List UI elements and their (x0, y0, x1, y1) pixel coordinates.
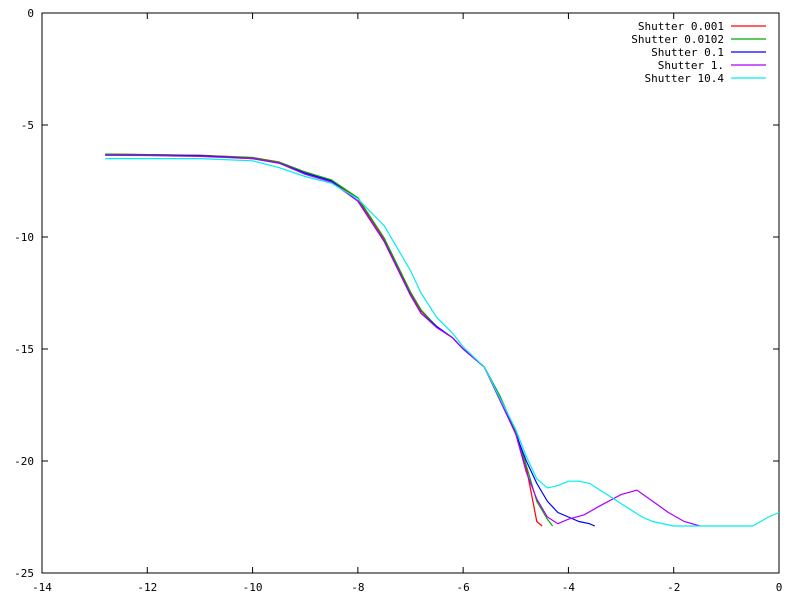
y-tick-label: -15 (14, 343, 34, 356)
legend-label: Shutter 0.0102 (631, 33, 724, 46)
y-tick-label: -10 (14, 231, 34, 244)
x-tick-label: -8 (351, 581, 364, 594)
legend-label: Shutter 10.4 (645, 72, 725, 85)
x-tick-label: -14 (32, 581, 52, 594)
x-tick-label: -4 (562, 581, 576, 594)
y-tick-label: -25 (14, 567, 34, 580)
series-line-1 (105, 153, 543, 527)
series-line-3 (105, 154, 596, 527)
plot-frame (41, 12, 780, 574)
y-tick-label: -20 (14, 455, 34, 468)
legend-label: Shutter 0.1 (651, 46, 724, 59)
x-tick-label: -10 (243, 581, 263, 594)
axis-ticks (41, 12, 780, 574)
x-tick-label: -6 (457, 581, 470, 594)
series-line-2 (105, 153, 554, 527)
series-line-4 (105, 154, 701, 527)
x-tick-label: 0 (776, 581, 783, 594)
legend-label: Shutter 0.001 (638, 20, 724, 33)
x-tick-label: -2 (667, 581, 680, 594)
legend-label: Shutter 1. (658, 59, 724, 72)
y-tick-label: 0 (27, 7, 34, 20)
series-line-5 (105, 158, 780, 527)
y-tick-label: -5 (21, 119, 34, 132)
series-lines (105, 153, 780, 527)
x-tick-label: -12 (137, 581, 157, 594)
axis-tick-labels: -14 -12 -10 -8 -6 -4 -2 00-5-10-15-20-25 (14, 7, 782, 594)
